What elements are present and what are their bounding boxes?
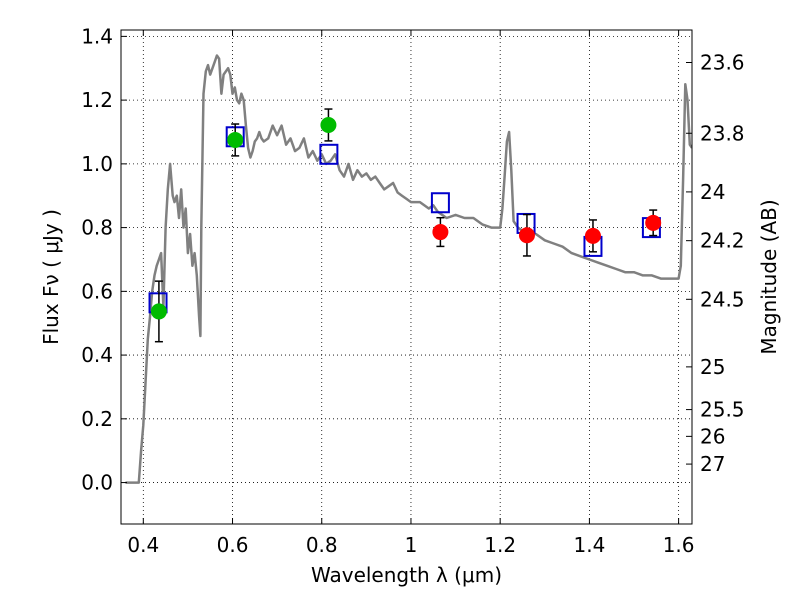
x-tick-label: 0.8 — [306, 533, 338, 557]
y-tick-label: 0.4 — [81, 343, 113, 367]
right-tick-label: 24 — [700, 180, 725, 204]
x-tick-label: 1 — [405, 533, 418, 557]
model-flux-box — [319, 143, 339, 165]
x-axis-label: Wavelength λ (μm) — [311, 563, 502, 587]
axis-ticks: 0.4 0.6 0.8 1 1.2 1.4 1.6 0.0 0.2 0.4 0.6 0.8 1.0 1.2… — [81, 24, 744, 557]
right-tick-label: 25.5 — [700, 398, 745, 422]
x-tick-label: 1.4 — [573, 533, 605, 557]
observed-flux-point — [150, 303, 167, 320]
y-tick-label: 1.2 — [81, 88, 113, 112]
observed-flux-point — [645, 214, 662, 231]
right-axis-label: Magnitude (AB) — [757, 199, 781, 354]
x-tick-label: 0.6 — [217, 533, 249, 557]
y-axis-label: Flux Fν ( μJy ) — [39, 209, 63, 345]
observed-flux-point — [320, 116, 337, 133]
right-tick-label: 26 — [700, 424, 725, 448]
y-tick-label: 0.6 — [81, 279, 113, 303]
x-tick-label: 1.2 — [484, 533, 516, 557]
y-tick-label: 1.4 — [81, 24, 113, 48]
data-group — [125, 54, 692, 484]
y-tick-label: 0.2 — [81, 407, 113, 431]
y-tick-label: 0.0 — [81, 471, 113, 495]
y-tick-label: 1.0 — [81, 152, 113, 176]
right-tick-label: 25 — [700, 355, 725, 379]
right-tick-label: 23.6 — [700, 51, 745, 75]
observed-flux-point — [584, 227, 601, 244]
plot-area — [125, 54, 692, 484]
x-tick-label: 0.4 — [127, 533, 159, 557]
right-tick-label: 24.2 — [700, 229, 745, 253]
observed-flux-point — [227, 131, 244, 148]
plot-frame — [120, 29, 693, 525]
y-tick-label: 0.8 — [81, 216, 113, 240]
x-tick-label: 1.6 — [663, 533, 695, 557]
right-tick-label: 27 — [700, 452, 725, 476]
right-tick-label: 23.8 — [700, 121, 745, 145]
observed-flux-point — [518, 227, 535, 244]
model-flux-box — [430, 192, 450, 214]
observed-flux-point — [432, 224, 449, 241]
right-tick-label: 24.5 — [700, 287, 745, 311]
